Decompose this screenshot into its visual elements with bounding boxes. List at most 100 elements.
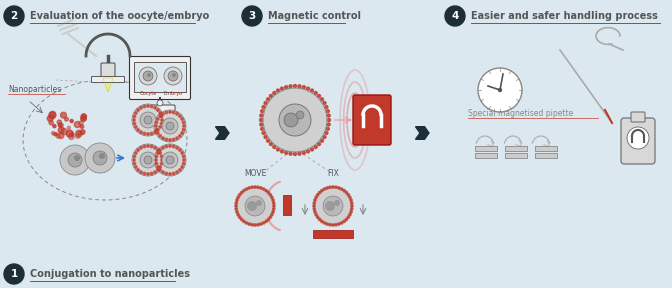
FancyBboxPatch shape (621, 118, 655, 164)
Circle shape (350, 199, 352, 201)
Circle shape (143, 132, 146, 135)
Circle shape (161, 122, 163, 125)
Circle shape (314, 199, 316, 201)
Circle shape (47, 115, 53, 121)
Circle shape (169, 139, 171, 141)
Circle shape (332, 224, 334, 226)
Circle shape (157, 100, 163, 106)
Circle shape (133, 122, 136, 125)
Circle shape (313, 208, 315, 210)
Circle shape (58, 127, 64, 133)
Polygon shape (415, 127, 429, 139)
Circle shape (181, 132, 183, 134)
Circle shape (146, 133, 149, 135)
Circle shape (323, 188, 325, 190)
Circle shape (321, 139, 323, 142)
Circle shape (134, 112, 137, 114)
Circle shape (298, 152, 301, 155)
Circle shape (173, 145, 175, 148)
Circle shape (50, 111, 56, 117)
Circle shape (151, 105, 153, 108)
FancyBboxPatch shape (505, 153, 527, 158)
Circle shape (183, 159, 185, 161)
Circle shape (251, 223, 253, 226)
Circle shape (257, 186, 259, 188)
Circle shape (144, 116, 152, 124)
Circle shape (337, 223, 340, 225)
Circle shape (155, 125, 157, 127)
Circle shape (312, 205, 315, 207)
Circle shape (257, 223, 259, 226)
FancyBboxPatch shape (145, 105, 175, 113)
Circle shape (155, 159, 157, 161)
FancyBboxPatch shape (313, 230, 353, 238)
Circle shape (269, 94, 272, 97)
Circle shape (85, 143, 115, 173)
Circle shape (323, 196, 343, 216)
Circle shape (140, 131, 142, 133)
Circle shape (343, 220, 345, 223)
Circle shape (285, 86, 288, 89)
Circle shape (264, 135, 267, 139)
Circle shape (78, 131, 82, 135)
Circle shape (176, 147, 178, 149)
Circle shape (235, 208, 237, 210)
Circle shape (243, 220, 245, 223)
Circle shape (182, 128, 185, 131)
Circle shape (627, 127, 649, 149)
Circle shape (166, 122, 174, 130)
Circle shape (159, 115, 161, 117)
Circle shape (259, 223, 262, 225)
Circle shape (349, 196, 351, 198)
Circle shape (310, 148, 314, 151)
Circle shape (241, 218, 243, 221)
Circle shape (329, 186, 331, 188)
Circle shape (137, 129, 139, 131)
Circle shape (262, 105, 265, 109)
Circle shape (176, 137, 178, 139)
Text: FIX: FIX (327, 170, 339, 179)
Circle shape (306, 150, 310, 153)
Text: MOVE: MOVE (244, 170, 266, 179)
Circle shape (143, 172, 146, 175)
Circle shape (182, 155, 185, 158)
Circle shape (478, 68, 522, 112)
Circle shape (58, 133, 64, 139)
Circle shape (140, 112, 156, 128)
Circle shape (351, 205, 353, 207)
Circle shape (237, 196, 239, 198)
Circle shape (326, 223, 329, 225)
Circle shape (341, 188, 343, 190)
Circle shape (296, 111, 304, 119)
Polygon shape (103, 78, 113, 92)
Circle shape (162, 171, 164, 173)
Circle shape (269, 143, 272, 145)
Circle shape (326, 187, 329, 189)
Circle shape (140, 107, 142, 109)
Circle shape (236, 199, 238, 201)
Circle shape (345, 191, 347, 194)
Circle shape (176, 113, 178, 115)
Text: 4: 4 (452, 11, 459, 21)
Circle shape (4, 6, 24, 26)
Circle shape (313, 202, 315, 204)
Circle shape (259, 187, 262, 189)
Circle shape (351, 208, 353, 210)
Circle shape (317, 194, 319, 196)
Circle shape (60, 145, 90, 175)
Circle shape (169, 111, 171, 113)
Circle shape (276, 148, 280, 151)
Circle shape (325, 105, 328, 109)
Circle shape (318, 143, 321, 145)
Circle shape (157, 118, 159, 120)
Circle shape (137, 149, 139, 151)
Circle shape (65, 117, 69, 121)
Circle shape (132, 144, 164, 176)
Circle shape (319, 218, 321, 221)
Circle shape (58, 123, 62, 127)
Circle shape (134, 166, 137, 168)
Circle shape (267, 191, 269, 194)
Circle shape (319, 191, 321, 194)
Circle shape (294, 153, 296, 156)
Circle shape (345, 218, 347, 221)
